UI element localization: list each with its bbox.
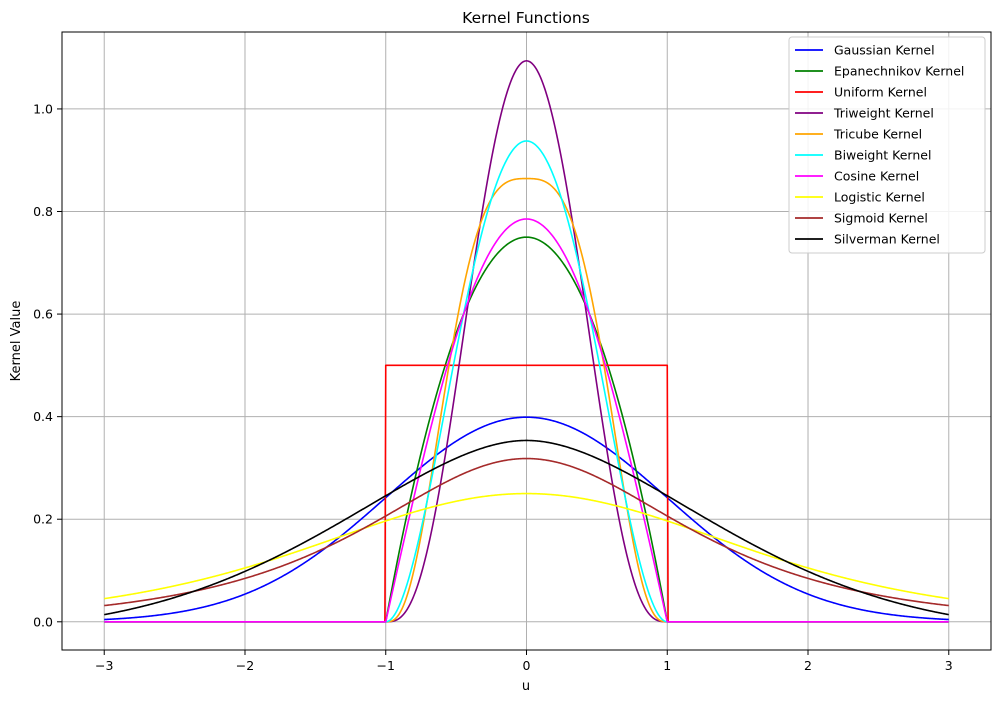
silverman-kernel-legend-label: Silverman Kernel <box>834 232 940 247</box>
y-tick-label: 0.6 <box>33 307 53 322</box>
sigmoid-kernel-line <box>104 457 949 607</box>
y-tick-label: 0.4 <box>33 409 53 424</box>
legend: Gaussian Kernel Epanechnikov Kernel Unifor… <box>788 36 986 254</box>
x-tick-label: −1 <box>377 658 395 673</box>
silverman-kernel-line <box>104 439 949 616</box>
cosine-kernel-legend-label: Cosine Kernel <box>834 169 919 184</box>
y-tick-label: 1.0 <box>33 101 53 116</box>
tricube-kernel-legend-label: Tricube Kernel <box>833 127 922 142</box>
x-axis-label: u <box>522 679 530 694</box>
biweight-kernel-legend-label: Biweight Kernel <box>834 148 931 163</box>
x-tick-label: 0 <box>523 658 531 673</box>
logistic-kernel-line <box>104 492 949 600</box>
logistic-kernel-legend-label: Logistic Kernel <box>834 190 925 205</box>
x-tick-label: −3 <box>95 658 113 673</box>
y-tick-label: 0.8 <box>33 204 53 219</box>
sigmoid-kernel-legend-label: Sigmoid Kernel <box>834 211 928 226</box>
legend-box <box>788 36 986 254</box>
x-tick-label: −2 <box>236 658 254 673</box>
gaussian-kernel-line <box>104 416 949 621</box>
tick-layer: −3 −2 −1 0 1 2 3 0.0 0.2 0.4 0.6 0.8 1.0 <box>33 101 953 673</box>
x-tick-label: 2 <box>804 658 812 673</box>
uniform-kernel-legend-label: Uniform Kernel <box>834 85 927 100</box>
epanechnikov-kernel-legend-label: Epanechnikov Kernel <box>834 64 964 79</box>
y-axis-label: Kernel Value <box>9 301 24 382</box>
cosine-kernel-line <box>104 218 949 623</box>
y-tick-label: 0.2 <box>33 512 53 527</box>
gaussian-kernel-legend-label: Gaussian Kernel <box>834 43 935 58</box>
chart-title: Kernel Functions <box>462 9 590 27</box>
triweight-kernel-legend-label: Triweight Kernel <box>833 106 934 121</box>
y-tick-label: 0.0 <box>33 614 53 629</box>
series-layer <box>104 60 949 623</box>
x-tick-label: 3 <box>945 658 953 673</box>
x-tick-label: 1 <box>663 658 671 673</box>
